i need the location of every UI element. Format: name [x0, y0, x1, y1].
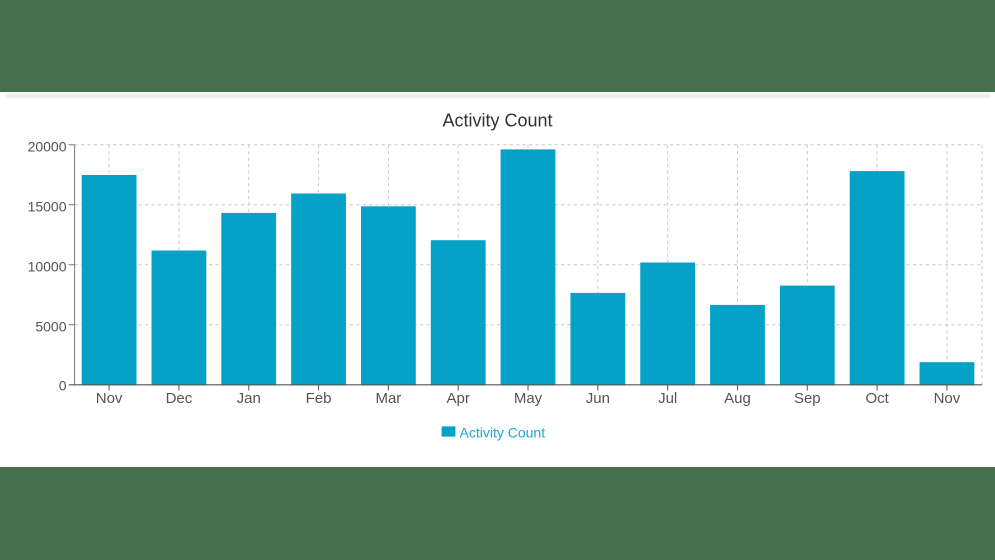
- svg-text:5000: 5000: [35, 318, 66, 334]
- svg-text:Feb: Feb: [306, 390, 332, 407]
- svg-text:May: May: [514, 390, 543, 407]
- svg-text:Aug: Aug: [724, 390, 751, 407]
- svg-text:Dec: Dec: [166, 390, 193, 407]
- svg-text:Jun: Jun: [586, 390, 610, 407]
- svg-text:Sep: Sep: [794, 390, 821, 407]
- svg-text:Oct: Oct: [865, 390, 889, 407]
- svg-text:Jan: Jan: [237, 390, 261, 407]
- svg-text:Mar: Mar: [375, 390, 401, 407]
- svg-text:Nov: Nov: [96, 390, 123, 407]
- svg-text:10000: 10000: [28, 258, 67, 274]
- svg-text:Apr: Apr: [447, 390, 470, 407]
- svg-text:Activity Count: Activity Count: [460, 425, 546, 441]
- svg-text:15000: 15000: [28, 198, 67, 214]
- svg-text:Activity Count: Activity Count: [442, 110, 552, 130]
- svg-text:Jul: Jul: [658, 390, 677, 407]
- svg-text:20000: 20000: [28, 138, 67, 154]
- svg-text:Nov: Nov: [934, 390, 961, 407]
- svg-text:0: 0: [59, 378, 67, 394]
